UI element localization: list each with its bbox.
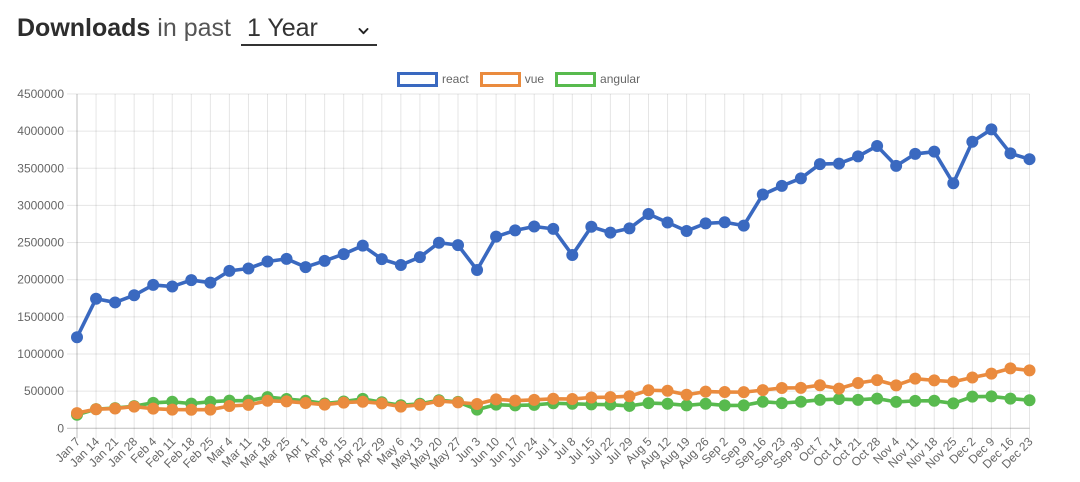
svg-text:4000000: 4000000 (17, 124, 64, 138)
svg-text:4500000: 4500000 (17, 87, 64, 101)
svg-text:500000: 500000 (24, 384, 64, 398)
svg-text:0: 0 (57, 421, 64, 435)
svg-text:3500000: 3500000 (17, 161, 64, 175)
svg-text:1500000: 1500000 (17, 310, 64, 324)
svg-text:2500000: 2500000 (17, 236, 64, 250)
svg-text:3000000: 3000000 (17, 198, 64, 212)
svg-text:1000000: 1000000 (17, 347, 64, 361)
svg-text:2000000: 2000000 (17, 273, 64, 287)
